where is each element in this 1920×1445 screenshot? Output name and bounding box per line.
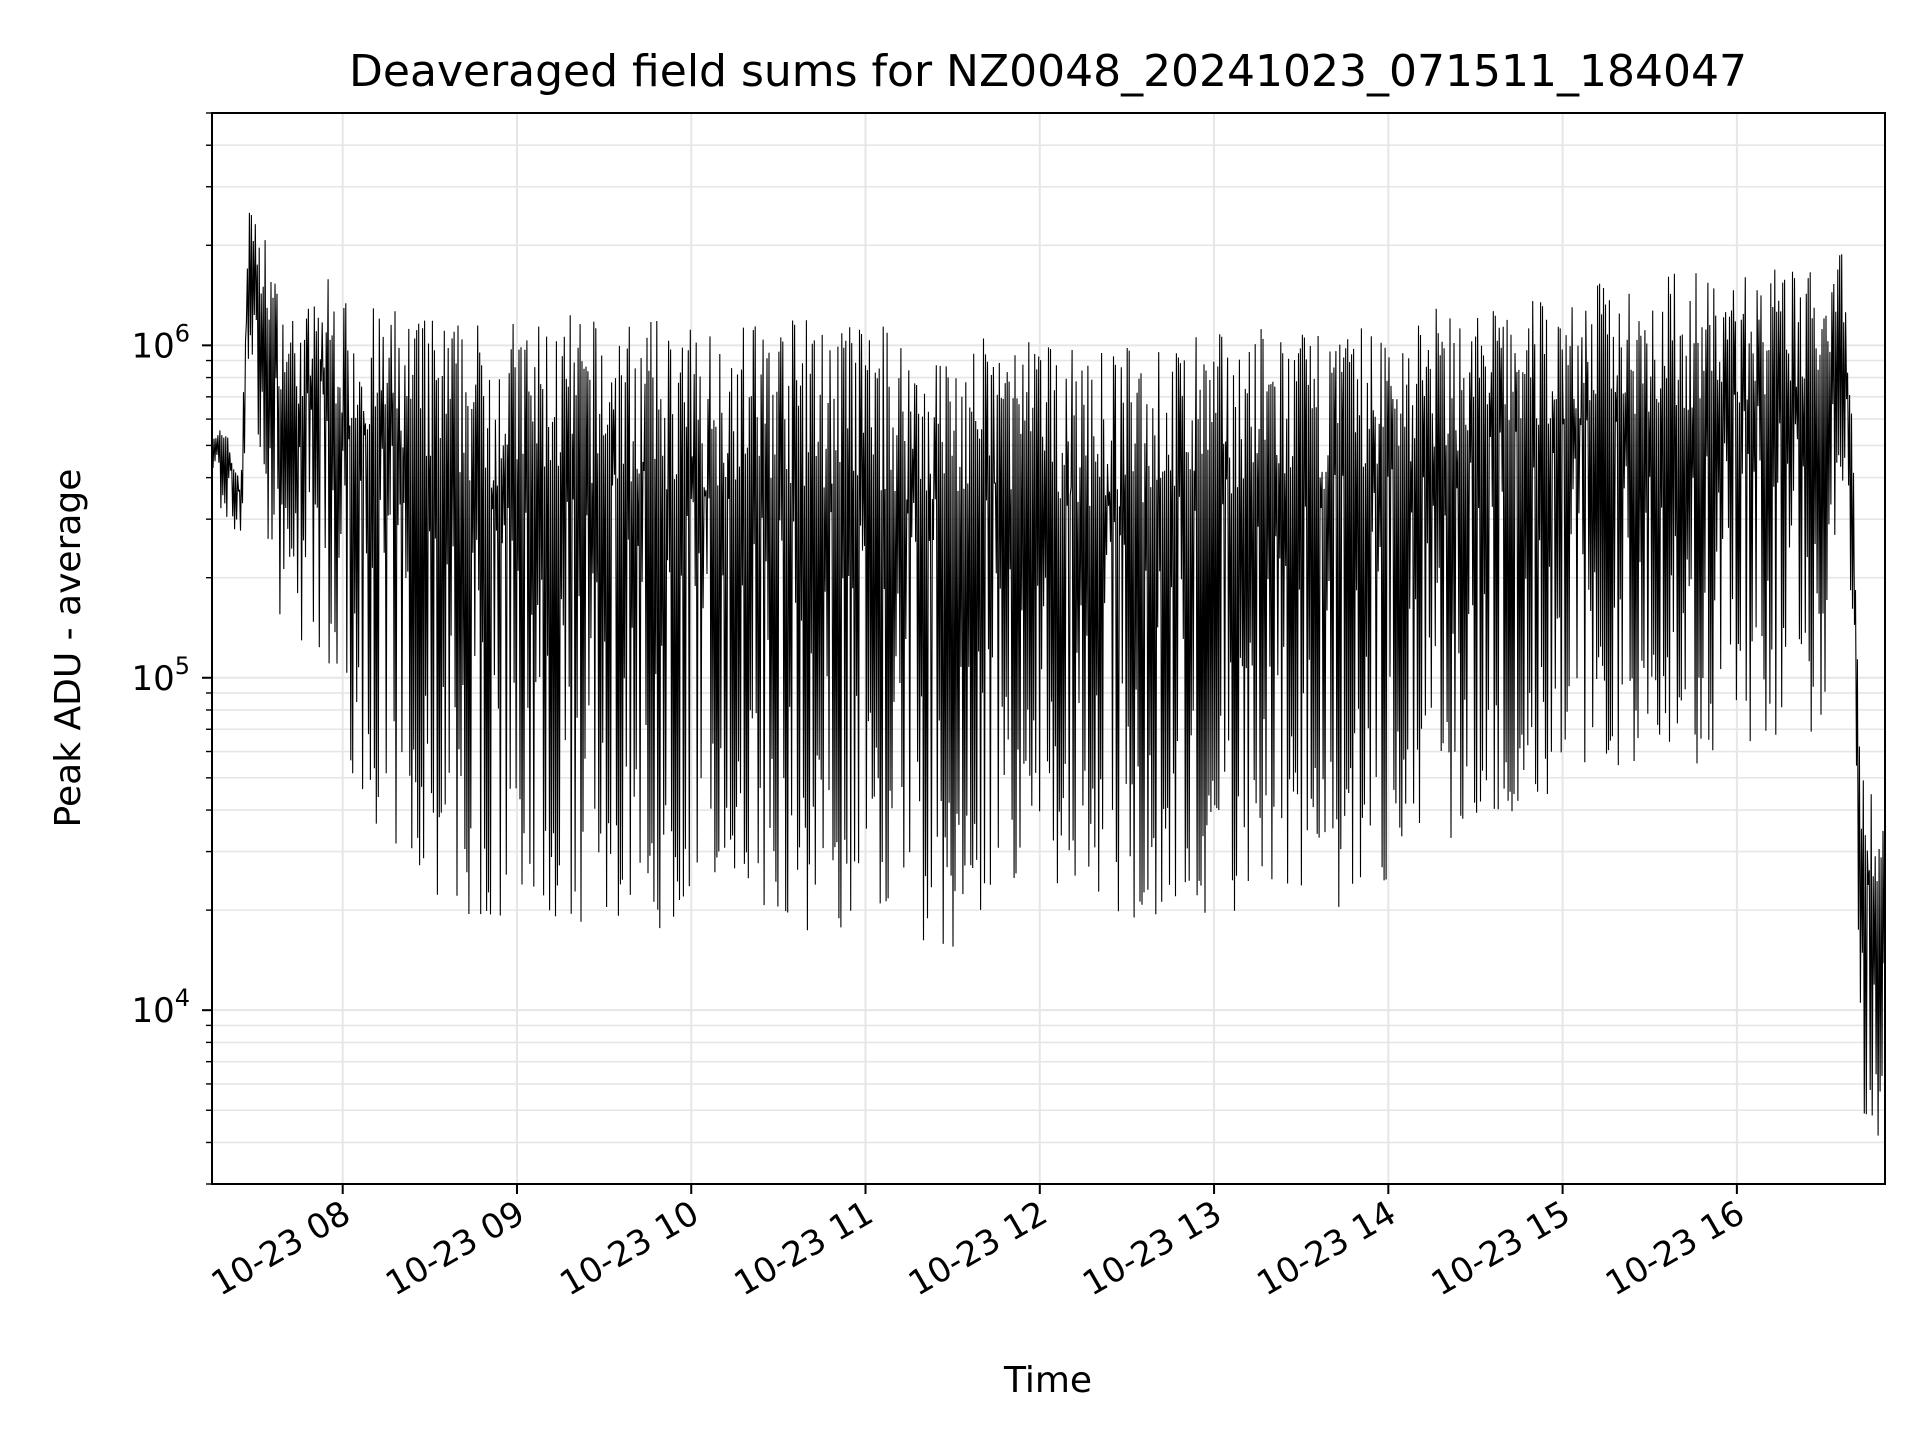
y-tick-label: 105 [131, 652, 190, 699]
y-tick-label: 104 [131, 984, 190, 1031]
y-tick-label-exponent: 4 [175, 984, 190, 1012]
series-layer [212, 212, 1885, 1136]
y-tick-label-base: 10 [131, 991, 174, 1031]
x-axis-label: Time [1003, 1360, 1092, 1401]
chart-title: Deaveraged field sums for NZ0048_2024102… [349, 46, 1747, 97]
y-tick-label: 106 [131, 319, 190, 366]
y-tick-label-exponent: 5 [175, 652, 190, 680]
y-tick-label-base: 10 [131, 659, 174, 699]
series-line [212, 212, 1885, 1136]
plot-frame [211, 112, 1886, 1185]
y-tick-label-base: 10 [131, 326, 174, 366]
y-axis-label: Peak ADU - average [48, 469, 89, 828]
y-tick-label-exponent: 6 [175, 319, 190, 347]
